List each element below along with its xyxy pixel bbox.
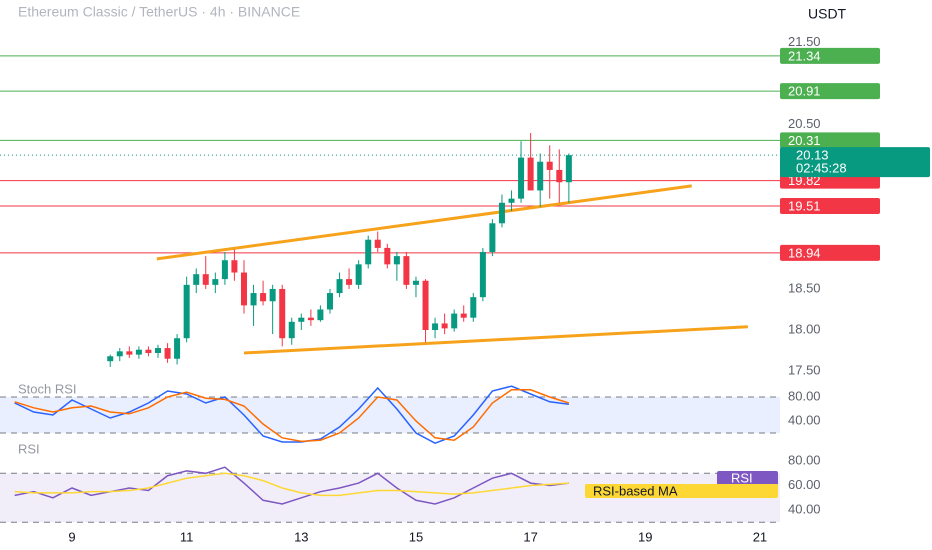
candle-body (164, 348, 171, 359)
y-tick-label: 80.00 (788, 452, 821, 467)
candle-body (489, 223, 496, 253)
currency: USDT (808, 6, 847, 22)
level-box (780, 198, 880, 215)
level-label: 20.31 (788, 133, 821, 148)
candle-body (451, 313, 458, 329)
candle-body (556, 169, 563, 183)
series-line (14, 385, 569, 445)
level-box (780, 47, 880, 64)
trend-line (156, 184, 692, 261)
level-box (780, 132, 880, 149)
level-label: 18.94 (788, 245, 821, 260)
candle-body (537, 161, 544, 191)
candle-body (107, 356, 114, 362)
candle-body (412, 280, 419, 285)
chart-title: Ethereum Classic / TetherUS · 4h · BINAN… (18, 4, 300, 20)
candle-body (288, 321, 295, 339)
candle-body (240, 272, 247, 306)
candle-body (183, 284, 190, 339)
candle-body (432, 323, 439, 330)
level-label: 19.51 (788, 198, 821, 213)
candle-body (498, 202, 505, 224)
x-tick-label: 11 (180, 529, 194, 544)
candle-body (250, 293, 257, 306)
legend-box (717, 471, 778, 485)
candle-body (565, 155, 572, 183)
x-tick-label: 9 (68, 529, 75, 544)
candle-body (518, 157, 525, 199)
candle-body (307, 317, 314, 321)
candle-body (479, 252, 486, 298)
candle-body (346, 279, 353, 285)
candle-body (508, 198, 515, 203)
candle-body (365, 239, 372, 265)
level-label: 20.91 (788, 84, 821, 99)
candle-body (269, 288, 276, 302)
candle-body (326, 293, 333, 310)
x-tick-label: 21 (753, 529, 767, 544)
legend-label: RSI (731, 470, 753, 485)
candle-body (403, 256, 410, 285)
candle-body (231, 260, 238, 273)
band (0, 397, 780, 433)
level-box (780, 83, 880, 100)
candle-body (221, 260, 228, 280)
candle-body (202, 274, 209, 285)
candle-body (126, 351, 133, 355)
pane-title: Stoch RSI (18, 381, 77, 396)
level-box (780, 244, 880, 261)
last-price-box (780, 147, 930, 178)
candle-body (279, 288, 286, 339)
candle-body (154, 348, 161, 353)
candle-body (441, 323, 448, 329)
x-tick-label: 15 (409, 529, 423, 544)
trend-line (243, 325, 748, 355)
y-tick-label: 18.00 (788, 321, 821, 336)
candle-body (527, 157, 534, 191)
level-label: 21.34 (788, 48, 821, 63)
candle-body (135, 349, 142, 355)
y-tick-label: 40.00 (788, 412, 821, 427)
candle-body (145, 349, 152, 353)
candle-body (384, 247, 391, 265)
candle-body (355, 264, 362, 285)
candle-body (546, 161, 553, 170)
legend-box (585, 484, 778, 498)
countdown: 02:45:28 (796, 161, 847, 176)
candle-body (317, 309, 324, 321)
y-tick-label: 17.50 (788, 362, 821, 377)
x-tick-label: 17 (523, 529, 537, 544)
candle-body (174, 338, 181, 359)
y-tick-label: 80.00 (788, 388, 821, 403)
candle-body (193, 274, 200, 285)
x-tick-label: 13 (294, 529, 308, 544)
candle-body (116, 351, 123, 357)
y-tick-label: 18.50 (788, 280, 821, 295)
pane-title: RSI (18, 441, 40, 456)
y-tick-label: 21.50 (788, 34, 821, 49)
y-tick-label: 40.00 (788, 501, 821, 516)
last-price-label: 20.13 (796, 148, 829, 163)
candle-body (374, 239, 381, 248)
candle-body (460, 313, 467, 318)
candle-body (212, 279, 219, 285)
series-line (14, 389, 570, 443)
candle-body (470, 297, 477, 318)
x-tick-label: 19 (638, 529, 652, 544)
candle-body (336, 279, 343, 294)
candle-body (393, 256, 400, 265)
candle-body (260, 293, 267, 302)
legend-label: RSI-based MA (593, 483, 678, 498)
y-tick-label: 60.00 (788, 477, 821, 492)
y-tick-label: 20.50 (788, 116, 821, 131)
series-line (14, 472, 569, 497)
candle-body (298, 317, 305, 322)
candle-body (422, 280, 429, 330)
